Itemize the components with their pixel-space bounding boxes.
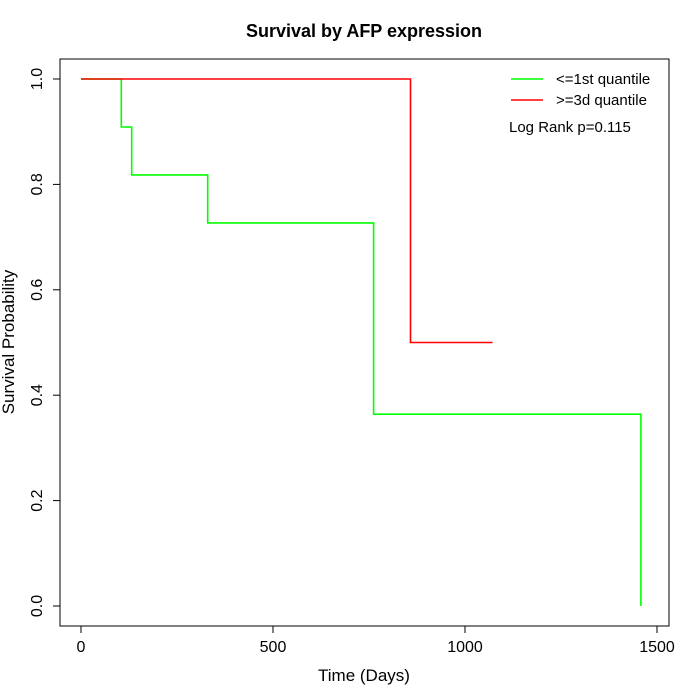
x-tick-label: 0: [77, 639, 86, 656]
y-tick-label: 0.8: [29, 173, 46, 195]
legend: <=1st quantile >=3d quantile: [511, 71, 650, 109]
y-tick-label: 1.0: [29, 68, 46, 90]
plot-frame: [59, 58, 670, 627]
x-axis-label: Time (Days): [318, 666, 410, 685]
series-line-1: [81, 78, 642, 606]
x-tick-label: 500: [260, 639, 287, 656]
y-tick-label: 0.0: [29, 595, 46, 617]
y-axis: 0.0 0.2 0.4 0.6 0.8 1.0: [29, 68, 61, 617]
log-rank-annotation: Log Rank p=0.115: [509, 119, 631, 136]
series-layer: [81, 78, 642, 606]
x-tick-label: 1000: [447, 639, 483, 656]
x-tick-label: 1500: [639, 639, 675, 656]
chart-title: Survival by AFP expression: [246, 21, 482, 41]
legend-label-2: >=3d quantile: [556, 92, 647, 109]
y-tick-label: 0.4: [29, 384, 46, 406]
y-tick-label: 0.2: [29, 489, 46, 511]
y-axis-label: Survival Probability: [0, 269, 18, 414]
series-line-2: [81, 78, 493, 344]
x-axis: 0 500 1000 1500: [77, 625, 675, 656]
legend-label-1: <=1st quantile: [556, 71, 650, 88]
y-tick-label: 0.6: [29, 279, 46, 301]
